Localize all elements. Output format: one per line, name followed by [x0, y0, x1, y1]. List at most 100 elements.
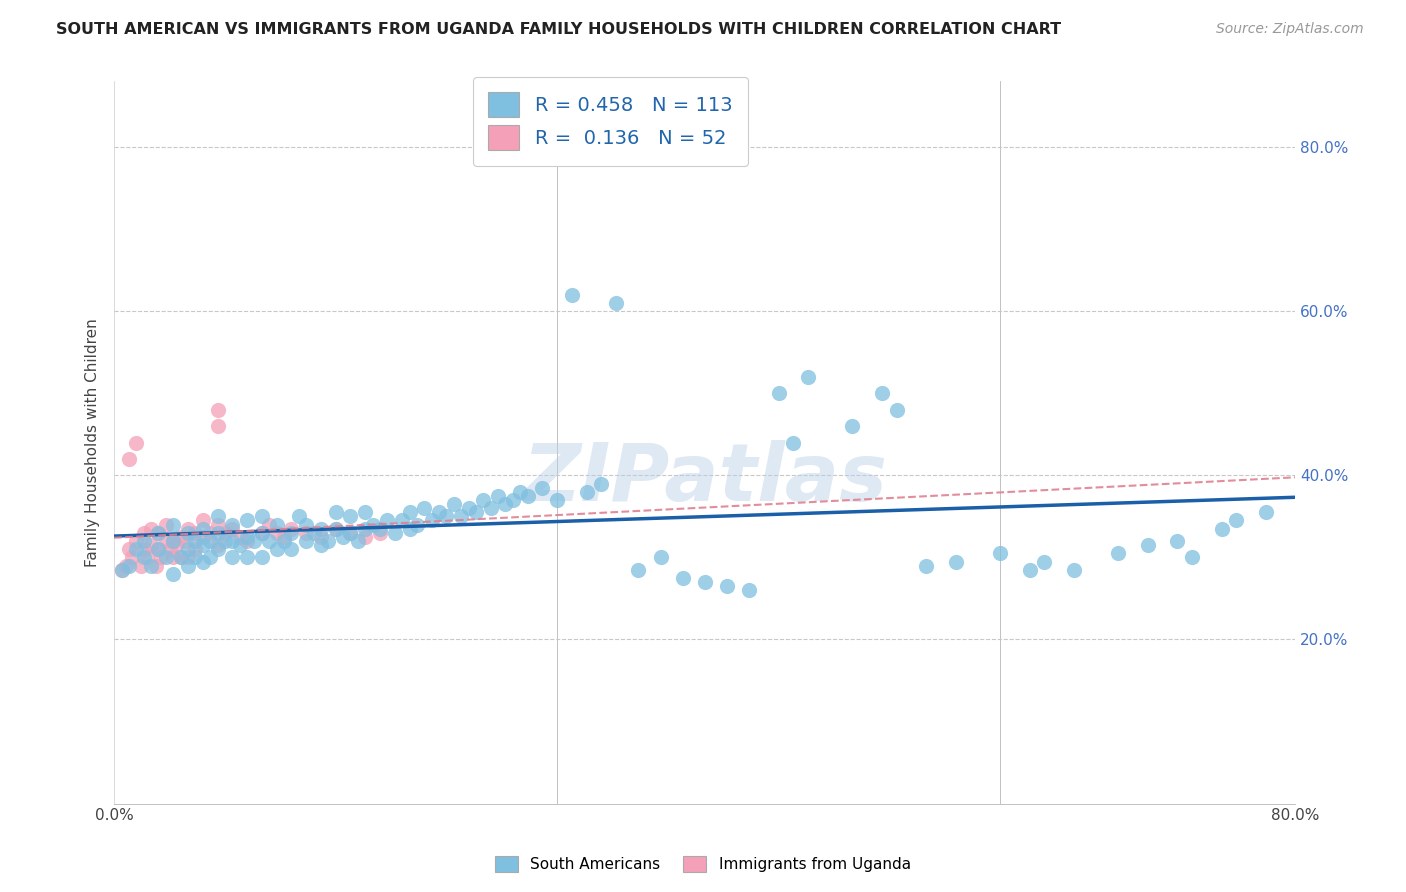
Point: [531, 481, 554, 495]
Point: [266, 525, 288, 540]
Point: [332, 530, 354, 544]
Point: [191, 522, 214, 536]
Point: [236, 550, 259, 565]
Point: [115, 558, 138, 573]
Point: [110, 563, 132, 577]
Point: [295, 534, 318, 549]
Legend: R = 0.458   N = 113, R =  0.136   N = 52: R = 0.458 N = 113, R = 0.136 N = 52: [472, 77, 748, 166]
Point: [177, 550, 200, 565]
Point: [384, 525, 406, 540]
Point: [325, 522, 347, 536]
Point: [368, 522, 391, 536]
Point: [280, 522, 302, 536]
Point: [325, 505, 347, 519]
Point: [870, 386, 893, 401]
Point: [361, 517, 384, 532]
Point: [184, 534, 207, 549]
Point: [886, 402, 908, 417]
Point: [273, 530, 295, 544]
Point: [575, 484, 598, 499]
Point: [406, 517, 429, 532]
Point: [148, 525, 170, 540]
Point: [118, 452, 141, 467]
Point: [132, 534, 155, 549]
Point: [177, 522, 200, 536]
Point: [129, 558, 152, 573]
Point: [214, 525, 236, 540]
Point: [295, 525, 318, 540]
Point: [207, 542, 229, 557]
Point: [988, 546, 1011, 560]
Point: [148, 542, 170, 557]
Point: [561, 288, 583, 302]
Point: [605, 296, 627, 310]
Point: [509, 484, 531, 499]
Point: [266, 517, 288, 532]
Point: [191, 555, 214, 569]
Point: [339, 525, 361, 540]
Point: [1254, 505, 1277, 519]
Point: [325, 522, 347, 536]
Point: [162, 550, 184, 565]
Point: [1018, 563, 1040, 577]
Point: [159, 542, 181, 557]
Point: [135, 550, 157, 565]
Point: [148, 542, 170, 557]
Point: [591, 476, 613, 491]
Point: [118, 542, 141, 557]
Point: [295, 517, 318, 532]
Point: [420, 514, 443, 528]
Point: [184, 550, 207, 565]
Point: [1225, 514, 1247, 528]
Point: [257, 534, 280, 549]
Point: [1166, 534, 1188, 549]
Point: [257, 517, 280, 532]
Point: [339, 525, 361, 540]
Point: [198, 525, 221, 540]
Point: [287, 509, 309, 524]
Point: [546, 493, 568, 508]
Point: [169, 550, 191, 565]
Point: [768, 386, 790, 401]
Point: [250, 525, 273, 540]
Point: [841, 419, 863, 434]
Point: [398, 522, 420, 536]
Point: [139, 558, 162, 573]
Point: [309, 522, 332, 536]
Point: [148, 525, 170, 540]
Point: [177, 558, 200, 573]
Point: [354, 505, 377, 519]
Point: [177, 542, 200, 557]
Point: [132, 542, 155, 557]
Point: [672, 571, 695, 585]
Text: SOUTH AMERICAN VS IMMIGRANTS FROM UGANDA FAMILY HOUSEHOLDS WITH CHILDREN CORRELA: SOUTH AMERICAN VS IMMIGRANTS FROM UGANDA…: [56, 22, 1062, 37]
Point: [450, 509, 472, 524]
Point: [250, 525, 273, 540]
Point: [236, 530, 259, 544]
Point: [207, 538, 229, 552]
Point: [207, 517, 229, 532]
Point: [1136, 538, 1159, 552]
Point: [191, 514, 214, 528]
Point: [198, 550, 221, 565]
Point: [1211, 522, 1233, 536]
Point: [346, 534, 368, 549]
Point: [155, 517, 177, 532]
Point: [398, 505, 420, 519]
Point: [198, 534, 221, 549]
Point: [797, 370, 820, 384]
Point: [457, 501, 479, 516]
Point: [132, 550, 155, 565]
Point: [221, 522, 243, 536]
Point: [1033, 555, 1056, 569]
Point: [221, 550, 243, 565]
Point: [162, 534, 184, 549]
Point: [339, 509, 361, 524]
Point: [184, 525, 207, 540]
Point: [162, 566, 184, 581]
Point: [443, 497, 465, 511]
Point: [368, 525, 391, 540]
Point: [177, 525, 200, 540]
Point: [495, 497, 517, 511]
Point: [121, 550, 143, 565]
